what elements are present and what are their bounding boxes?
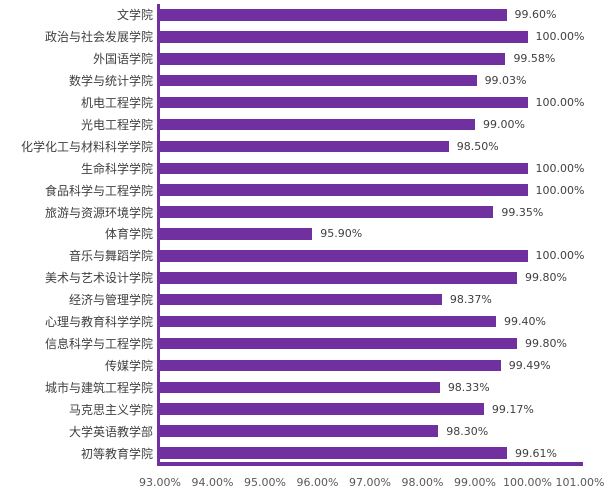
- y-axis-line: [157, 4, 160, 466]
- bar: [160, 96, 528, 109]
- value-label: 98.30%: [446, 424, 489, 438]
- category-label: 初等教育学院: [80, 446, 153, 461]
- bar: [160, 140, 449, 153]
- value-label: 99.80%: [525, 271, 567, 285]
- bar: [160, 250, 528, 262]
- category-label: 美术与艺术设计学院: [44, 271, 153, 286]
- category-label: 文学院: [116, 8, 153, 23]
- x-tick-label: 94.00%: [191, 476, 234, 489]
- value-label: 99.17%: [491, 402, 534, 416]
- bar: [160, 403, 484, 415]
- bar: [160, 53, 506, 65]
- bar: [160, 293, 442, 306]
- x-tick-label: 100.00%: [503, 476, 552, 489]
- category-label: 音乐与舞蹈学院: [68, 249, 153, 264]
- bar: [160, 381, 440, 394]
- value-label: 98.33%: [447, 380, 490, 394]
- bar: [160, 272, 517, 284]
- category-label: 大学英语教学部: [68, 424, 153, 439]
- category-label: 生命科学学院: [80, 161, 153, 176]
- x-tick-label: 95.00%: [244, 476, 286, 489]
- category-label: 机电工程学院: [80, 96, 153, 111]
- category-label: 旅游与资源环境学院: [44, 205, 153, 220]
- category-label: 外国语学院: [92, 52, 153, 67]
- category-label: 心理与教育科学学院: [44, 315, 153, 330]
- value-label: 100.00%: [535, 161, 585, 175]
- x-tick-label: 99.00%: [454, 476, 496, 489]
- bar: [160, 425, 439, 437]
- value-label: 99.60%: [514, 8, 557, 22]
- value-label: 99.61%: [515, 446, 557, 460]
- category-label: 数学与统计学院: [68, 74, 153, 89]
- bar: [160, 31, 528, 43]
- bar: [160, 206, 494, 218]
- bar: [160, 162, 528, 175]
- bar: [160, 315, 496, 328]
- category-label: 政治与社会发展学院: [44, 30, 153, 45]
- category-label: 城市与建筑工程学院: [44, 380, 153, 395]
- value-label: 99.80%: [525, 337, 567, 350]
- value-label: 99.03%: [484, 74, 527, 88]
- category-label: 光电工程学院: [80, 117, 153, 132]
- bar: [160, 118, 475, 131]
- category-label: 化学化工与材料科学学院: [20, 139, 153, 154]
- category-label: 经济与管理学院: [68, 293, 153, 308]
- value-label: 99.00%: [483, 117, 525, 131]
- category-label: 传媒学院: [104, 358, 153, 373]
- category-label: 信息科学与工程学院: [44, 337, 153, 351]
- value-label: 98.37%: [449, 293, 492, 307]
- x-tick-label: 96.00%: [296, 476, 339, 489]
- value-label: 99.58%: [513, 52, 556, 66]
- bar: [160, 447, 508, 459]
- category-label: 体育学院: [104, 227, 153, 242]
- value-label: 98.50%: [456, 139, 499, 153]
- category-label: 马克思主义学院: [68, 402, 153, 417]
- value-label: 99.49%: [508, 358, 551, 372]
- value-label: 100.00%: [535, 249, 585, 263]
- value-label: 99.40%: [504, 315, 546, 329]
- value-label: 100.00%: [535, 96, 585, 110]
- bar: [160, 337, 517, 350]
- value-label: 100.00%: [535, 30, 585, 44]
- value-label: 99.35%: [501, 205, 544, 219]
- x-tick-label: 93.00%: [139, 476, 181, 489]
- x-axis-line: [157, 462, 583, 466]
- bar: [160, 184, 528, 196]
- bar: [160, 74, 477, 87]
- x-tick-label: 101.00%: [555, 476, 605, 489]
- x-tick-label: 97.00%: [349, 476, 391, 489]
- bar: [160, 9, 507, 21]
- value-label: 100.00%: [535, 183, 585, 197]
- bar: [160, 228, 313, 240]
- x-tick-label: 98.00%: [401, 476, 444, 489]
- value-label: 95.90%: [320, 227, 363, 241]
- bar: [160, 359, 501, 372]
- category-label: 食品科学与工程学院: [44, 183, 153, 198]
